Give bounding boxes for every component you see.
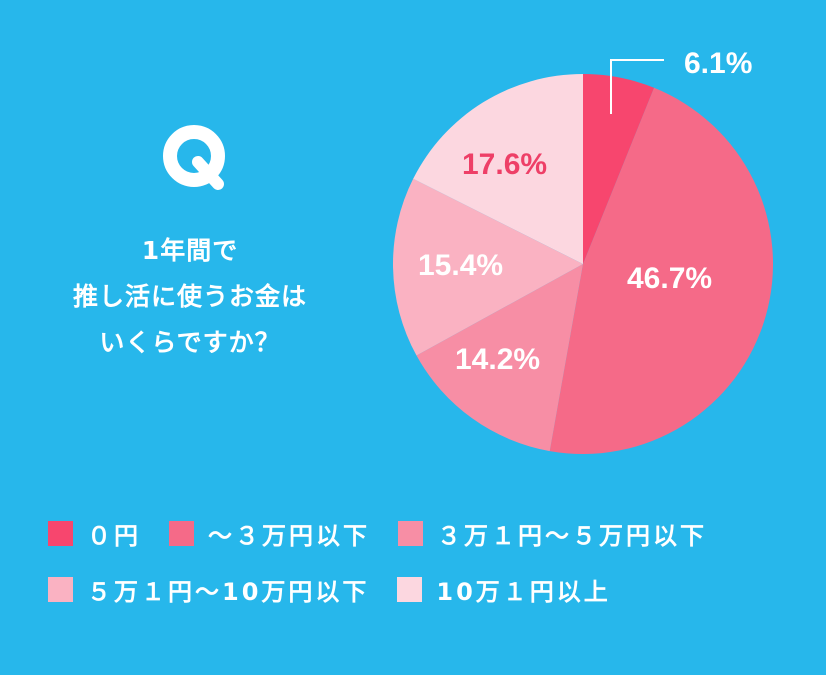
slice-30k-50k xyxy=(416,264,583,452)
legend-row-2: ５万１円〜10万円以下 10万１円以上 xyxy=(48,572,818,607)
slice-0yen xyxy=(583,74,655,264)
label-0yen: 6.1% xyxy=(684,47,752,80)
slice-under-30k xyxy=(549,87,774,455)
label-under-30k: 46.7% xyxy=(627,262,712,295)
legend-label: 10万１円以上 xyxy=(436,577,611,606)
question-line-2: 推し活に使うお金は xyxy=(72,282,307,311)
legend-item-50k-100k: ５万１円〜10万円以下 xyxy=(48,572,369,607)
slice-over-100k xyxy=(413,74,583,264)
question-line-3: いくらですか？ xyxy=(99,328,281,357)
swatch-icon xyxy=(397,576,423,602)
legend-label: ０円 xyxy=(87,521,141,550)
legend-label: 〜３万円以下 xyxy=(208,521,370,550)
slice-50k-100k xyxy=(393,178,583,356)
question-text: 1年間で 推し活に使うお金は いくらですか？ xyxy=(30,228,350,366)
legend-item-under-30k: 〜３万円以下 xyxy=(169,516,370,551)
legend-item-30k-50k: ３万１円〜５万円以下 xyxy=(398,516,707,551)
legend-item-0yen: ０円 xyxy=(48,516,141,551)
legend-row-1: ０円 〜３万円以下 ３万１円〜５万円以下 xyxy=(48,516,818,551)
swatch-icon xyxy=(169,520,194,546)
swatch-icon xyxy=(48,576,73,602)
q-icon xyxy=(163,125,225,190)
legend-label: ５万１円〜10万円以下 xyxy=(87,577,370,606)
legend-label: ３万１円〜５万円以下 xyxy=(437,521,707,550)
swatch-icon xyxy=(398,520,423,546)
label-30k-50k: 14.2% xyxy=(455,343,540,376)
leader-line xyxy=(610,59,664,114)
label-over-100k: 17.6% xyxy=(462,148,547,181)
swatch-icon xyxy=(48,520,73,546)
legend-item-over-100k: 10万１円以上 xyxy=(397,572,610,607)
legend: ０円 〜３万円以下 ３万１円〜５万円以下 ５万１円〜10万円以下 10万１円以上 xyxy=(48,518,818,630)
label-50k-100k: 15.4% xyxy=(418,249,503,282)
question-line-1: 1年間で xyxy=(141,236,239,265)
